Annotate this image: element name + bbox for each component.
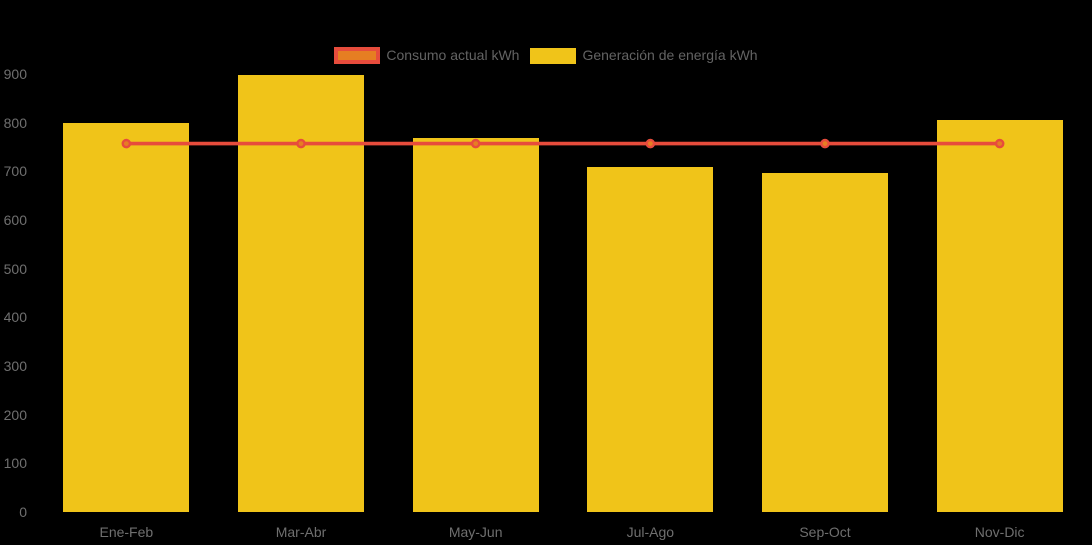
bar-series-swatch [530,47,577,64]
line-marker-sep-oct [820,138,830,149]
bar-mar-abr [238,75,364,512]
legend-item-generacion-energia[interactable]: Generación de energía kWh [530,47,758,64]
x-axis-tick-label: Nov-Dic [974,524,1025,540]
y-axis-tick-label: 400 [3,309,27,326]
bar-may-jun [412,138,539,512]
y-axis-tick-label: 800 [3,114,27,131]
bar-sep-oct [762,172,888,512]
x-axis-tick-label: Jul-Ago [626,524,675,540]
x-axis-tick-label: Mar-Abr [275,524,327,540]
legend-label-generacion-energia: Generación de energía kWh [582,47,758,63]
x-axis-tick-label: May-Jun [448,524,503,540]
bar-ene-feb [63,122,190,512]
y-axis-tick-label: 700 [3,163,27,180]
bar-jul-ago [587,167,714,512]
line-series-swatch [334,47,381,64]
x-axis-tick-label: Ene-Feb [99,524,154,540]
x-axis-tick-label: Sep-Oct [799,524,851,540]
y-axis-tick-label: 100 [3,455,27,472]
line-marker-jul-ago [645,138,656,149]
y-axis-tick-label: 200 [3,406,27,423]
y-axis-tick-label: 900 [3,66,27,82]
y-axis-tick-label: 0 [19,504,27,520]
legend-label-consumo-actual: Consumo actual kWh [386,47,520,63]
legend-item-consumo-actual[interactable]: Consumo actual kWh [334,47,519,64]
y-axis-tick-label: 300 [3,358,27,374]
bar-nov-dic [936,119,1063,512]
y-axis-tick-label: 500 [3,260,27,277]
chart-legend: Consumo actual kWh Generación de energía… [0,47,1092,64]
y-axis-tick-label: 600 [3,212,27,228]
